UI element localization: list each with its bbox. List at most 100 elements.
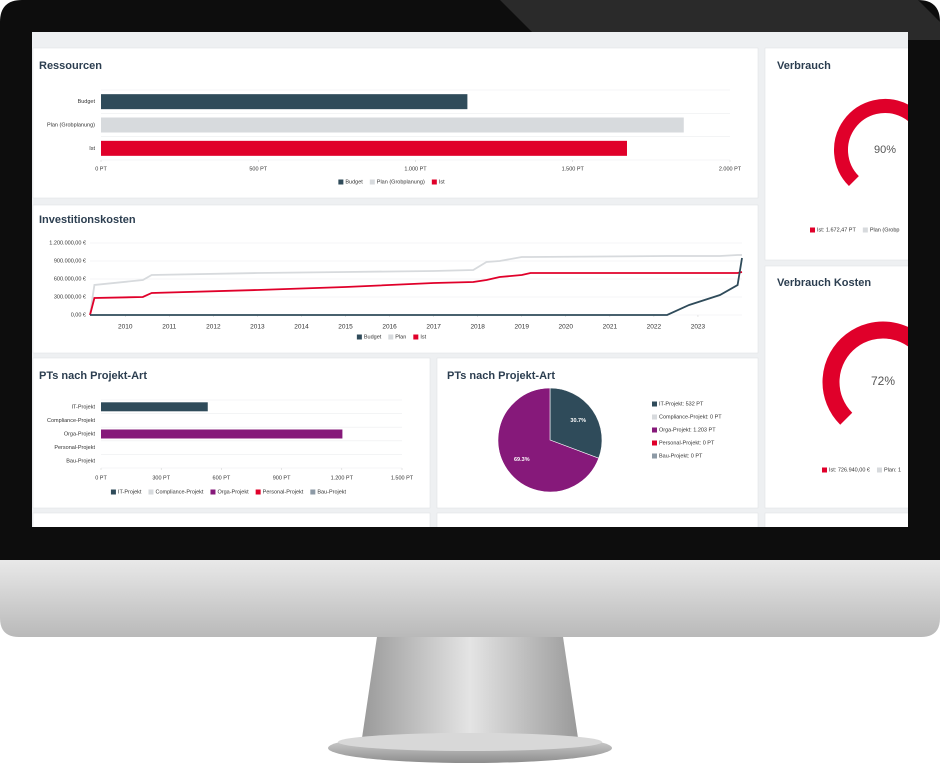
legend-swatch (862, 227, 868, 233)
legend-label: IT-Projekt: 532 PT (659, 401, 704, 407)
y-tick-label: Personal-Projekt (54, 445, 95, 451)
y-tick-label: IT-Projekt (71, 404, 95, 410)
y-tick-label: Ist (89, 146, 95, 152)
legend-swatch (431, 179, 437, 185)
legend-swatch (210, 489, 216, 495)
x-tick-label: 2021 (603, 324, 618, 331)
pie-label: 30.7% (570, 418, 586, 424)
x-tick-label: 1.000 PT (404, 166, 427, 172)
legend-swatch (255, 489, 261, 495)
x-tick-label: 2013 (250, 324, 265, 331)
x-tick-label: 2016 (382, 324, 397, 331)
monitor-chin (0, 555, 940, 637)
legend-swatch (876, 467, 882, 473)
legend-swatch (110, 489, 116, 495)
series-line (89, 254, 742, 316)
x-tick-label: 1.500 PT (391, 475, 414, 481)
y-tick-label: Orga-Projekt (64, 431, 96, 437)
legend-label: Compliance-Projekt: 0 PT (659, 414, 722, 420)
legend-swatch (310, 489, 316, 495)
legend-label: Personal-Projekt (263, 489, 304, 495)
legend-label: Plan (Grobp (870, 227, 900, 233)
gauge-arc (834, 99, 908, 187)
legend-swatch (338, 179, 344, 185)
pie-label: 69.3% (514, 457, 530, 463)
bar (101, 429, 343, 439)
legend-label: Orga-Projekt (217, 489, 249, 495)
series-line (89, 271, 743, 316)
y-tick-label: Bau-Projekt (66, 459, 95, 465)
bar (101, 94, 468, 110)
pie-slice (549, 387, 603, 459)
y-tick-label: 600.000,00 € (54, 276, 86, 282)
x-tick-label: 2.000 PT (719, 166, 742, 172)
legend-swatch (356, 334, 362, 340)
y-tick-label: 1.200.000,00 € (49, 240, 86, 246)
x-tick-label: 0 PT (95, 475, 107, 481)
x-tick-label: 2011 (162, 324, 176, 331)
x-tick-label: 2018 (470, 324, 485, 331)
x-tick-label: 600 PT (213, 475, 231, 481)
legend-label: Plan (Grobplanung) (377, 179, 425, 185)
legend-label: Orga-Projekt: 1.203 PT (659, 427, 716, 433)
panel-title: Investitionskosten (39, 214, 136, 226)
y-tick-label: 300.000,00 € (54, 294, 86, 300)
panel-title: Verbrauch (777, 60, 831, 72)
bar (101, 117, 684, 133)
legend-label: Bau-Projekt: 0 PT (659, 453, 703, 459)
legend-label: Plan: 1 (884, 467, 901, 473)
gauge-value: 72% (871, 374, 895, 388)
x-tick-label: 1.500 PT (562, 166, 585, 172)
gauge-value: 90% (874, 144, 896, 156)
legend-swatch (148, 489, 154, 495)
x-tick-label: 300 PT (152, 475, 170, 481)
legend-label: Bau-Projekt (317, 489, 346, 495)
x-tick-label: 2023 (691, 324, 706, 331)
x-tick-label: 2014 (294, 324, 309, 331)
legend-label: Ist: 1.672,47 PT (817, 227, 856, 233)
x-tick-label: 2019 (514, 324, 529, 331)
dashboard: Ressourcen 0 PT 500 PT 1.000 PT 1.500 PT 2.00… (32, 47, 908, 527)
legend-label: Compliance-Projekt (155, 489, 203, 495)
panel (436, 512, 759, 527)
legend-label: Ist: 726.940,00 € (829, 467, 870, 473)
legend-swatch (369, 179, 375, 185)
legend-label: IT-Projekt (118, 489, 142, 495)
x-tick-label: 2017 (426, 324, 441, 331)
x-tick-label: 0 PT (95, 166, 107, 172)
legend-swatch (822, 467, 827, 473)
y-tick-label: Compliance-Projekt (47, 418, 95, 424)
x-tick-label: 500 PT (249, 166, 267, 172)
legend-swatch (652, 414, 657, 420)
legend-label: Plan (395, 334, 406, 340)
legend-swatch (810, 227, 815, 233)
monitor-base-top (338, 733, 602, 751)
y-tick-label: 0,00 € (71, 312, 86, 318)
legend-label: Budget (345, 179, 363, 185)
x-tick-label: 900 PT (273, 475, 291, 481)
y-tick-label: Budget (78, 99, 96, 105)
y-tick-label: Plan (Grobplanung) (47, 122, 95, 128)
panel-title: PTs nach Projekt-Art (39, 370, 147, 382)
x-tick-label: 2020 (559, 324, 574, 331)
x-tick-label: 1.200 PT (331, 475, 354, 481)
legend-swatch (388, 334, 394, 340)
panel (764, 512, 908, 527)
legend-label: Ist (439, 179, 445, 185)
gauge-arc (822, 321, 908, 425)
x-tick-label: 2015 (338, 324, 353, 331)
legend-label: Personal-Projekt: 0 PT (659, 440, 715, 446)
panel (32, 512, 431, 527)
legend-label: Ist (420, 334, 426, 340)
bar (101, 140, 627, 156)
series-line (90, 257, 743, 316)
legend-swatch (652, 440, 657, 446)
x-tick-label: 2022 (647, 324, 662, 331)
legend-label: Budget (364, 334, 382, 340)
panel-title: Verbrauch Kosten (777, 277, 871, 289)
x-tick-label: 2012 (206, 324, 221, 331)
bar (101, 402, 208, 412)
monitor-neck (362, 630, 578, 738)
